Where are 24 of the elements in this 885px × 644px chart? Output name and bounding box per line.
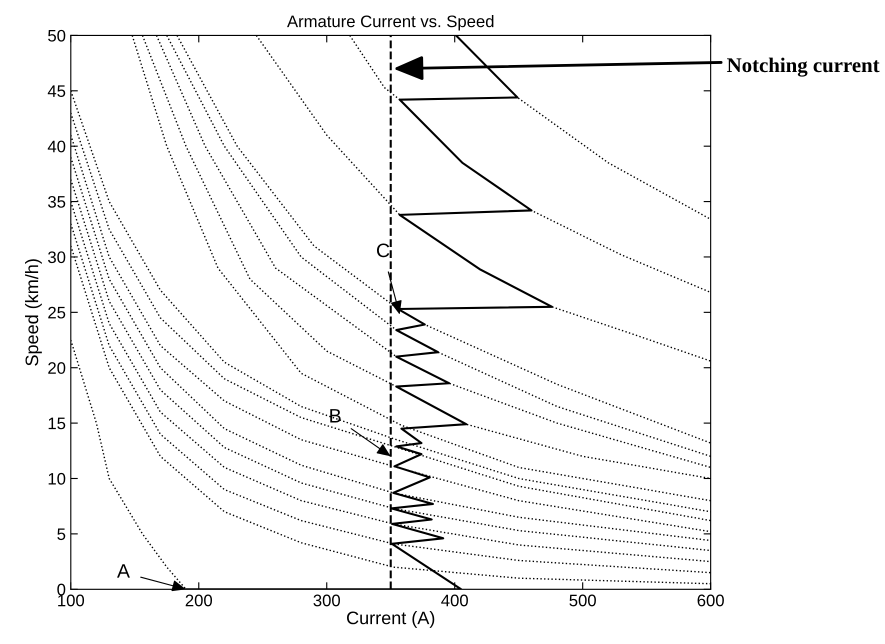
y-tick-label: 50 bbox=[48, 30, 66, 42]
x-tick-label: 600 bbox=[698, 594, 724, 606]
y-tick-label: 25 bbox=[48, 306, 66, 319]
y-tick-label: 40 bbox=[48, 140, 66, 152]
y-tick-label: 15 bbox=[48, 418, 66, 430]
x-axis-title: Current (A) bbox=[347, 611, 434, 628]
x-tick-label: 300 bbox=[313, 594, 340, 606]
y-tick-label: 0 bbox=[57, 584, 66, 596]
y-tick-label: 10 bbox=[48, 472, 66, 485]
annotation: C bbox=[376, 244, 390, 258]
y-tick-label: 35 bbox=[48, 196, 66, 208]
chart-title: Armature Current vs. Speed bbox=[287, 15, 494, 31]
x-tick-label: 100 bbox=[58, 594, 84, 606]
x-tick-label: 500 bbox=[569, 594, 596, 606]
annotation: B bbox=[330, 409, 341, 422]
x-tick-label: 200 bbox=[186, 594, 212, 606]
annotation: Notching current bbox=[727, 58, 880, 77]
y-tick-label: 45 bbox=[48, 85, 66, 98]
y-tick-label: 5 bbox=[57, 528, 66, 540]
annotation: A bbox=[117, 564, 130, 578]
y-axis-title: Speed (km/h) bbox=[25, 259, 42, 366]
x-tick-label: 400 bbox=[441, 594, 468, 606]
y-tick-label: 20 bbox=[48, 362, 66, 374]
y-tick-label: 30 bbox=[48, 251, 66, 264]
